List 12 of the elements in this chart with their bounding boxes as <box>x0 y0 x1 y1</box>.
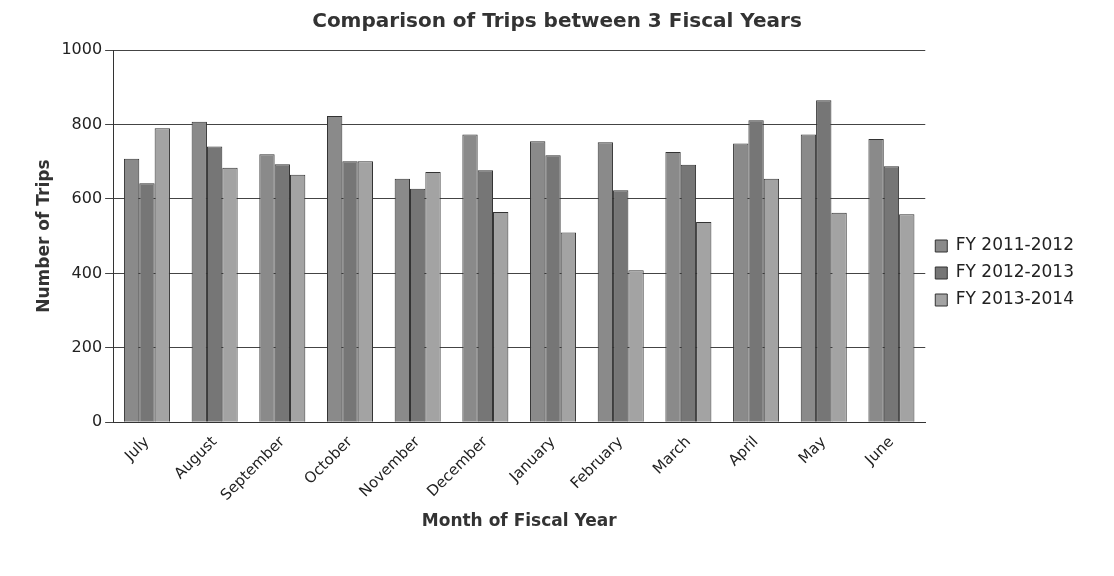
legend-label: FY 2013-2014 <box>955 288 1075 309</box>
y-tick-label: 600 <box>71 188 103 208</box>
y-axis-title: Number of Trips <box>32 159 53 313</box>
chart-title: Comparison of Trips between 3 Fiscal Years <box>312 8 802 33</box>
legend-label: FY 2011-2012 <box>955 234 1075 255</box>
y-tick-label: 200 <box>71 336 103 356</box>
y-tick-label: 1000 <box>61 39 103 59</box>
y-tick-label: 800 <box>71 113 103 133</box>
y-tick-label: 400 <box>71 262 103 282</box>
legend-label: FY 2012-2013 <box>955 261 1075 282</box>
y-tick-label: 0 <box>91 411 103 431</box>
x-axis-title: Month of Fiscal Year <box>421 510 618 531</box>
